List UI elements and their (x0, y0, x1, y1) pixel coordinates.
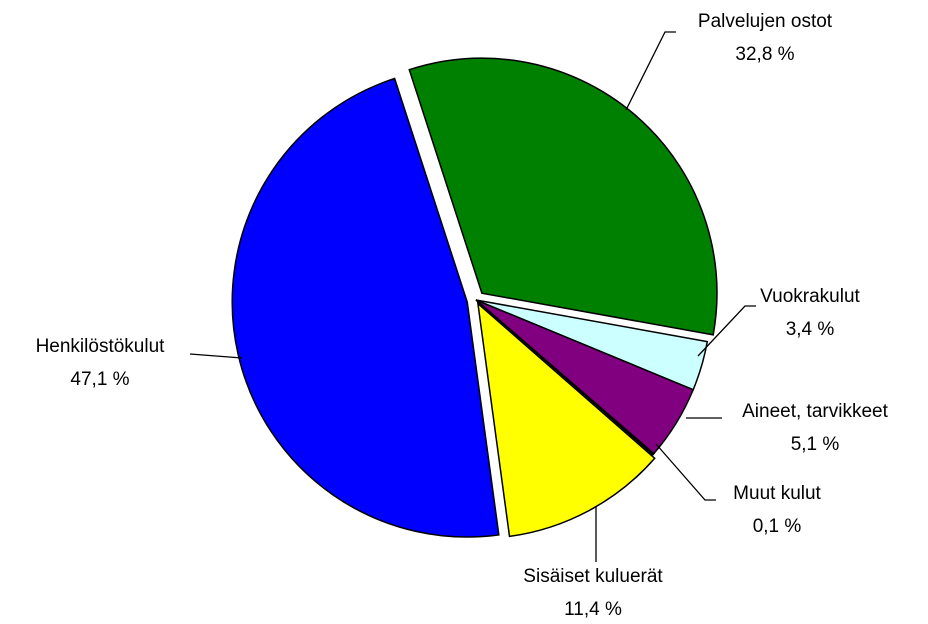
pie-slice (476, 301, 656, 538)
slice-label: Vuokrakulut (760, 286, 860, 307)
leader-line (625, 31, 676, 111)
slice-value-label: 32,8 % (735, 44, 794, 65)
slice-value-label: 0,1 % (753, 516, 802, 537)
leader-line (655, 443, 716, 501)
slice-value-label: 5,1 % (791, 434, 840, 455)
slice-label: Muut kulut (733, 483, 821, 504)
slice-label: Palvelujen ostot (698, 11, 833, 32)
slice-label: Sisäiset kuluerät (523, 566, 663, 587)
leader-line (697, 305, 756, 357)
slice-label: Aineet, tarvikkeet (742, 401, 888, 422)
slice-value-label: 47,1 % (70, 369, 129, 390)
leader-line (189, 353, 243, 359)
pie-slice (475, 299, 655, 456)
slice-label: Henkilöstökulut (36, 336, 166, 357)
pie-slice (408, 57, 718, 336)
slice-value-label: 11,4 % (564, 599, 622, 619)
slice-value-label: 3,4 % (786, 319, 835, 340)
pie-slice (231, 77, 500, 538)
